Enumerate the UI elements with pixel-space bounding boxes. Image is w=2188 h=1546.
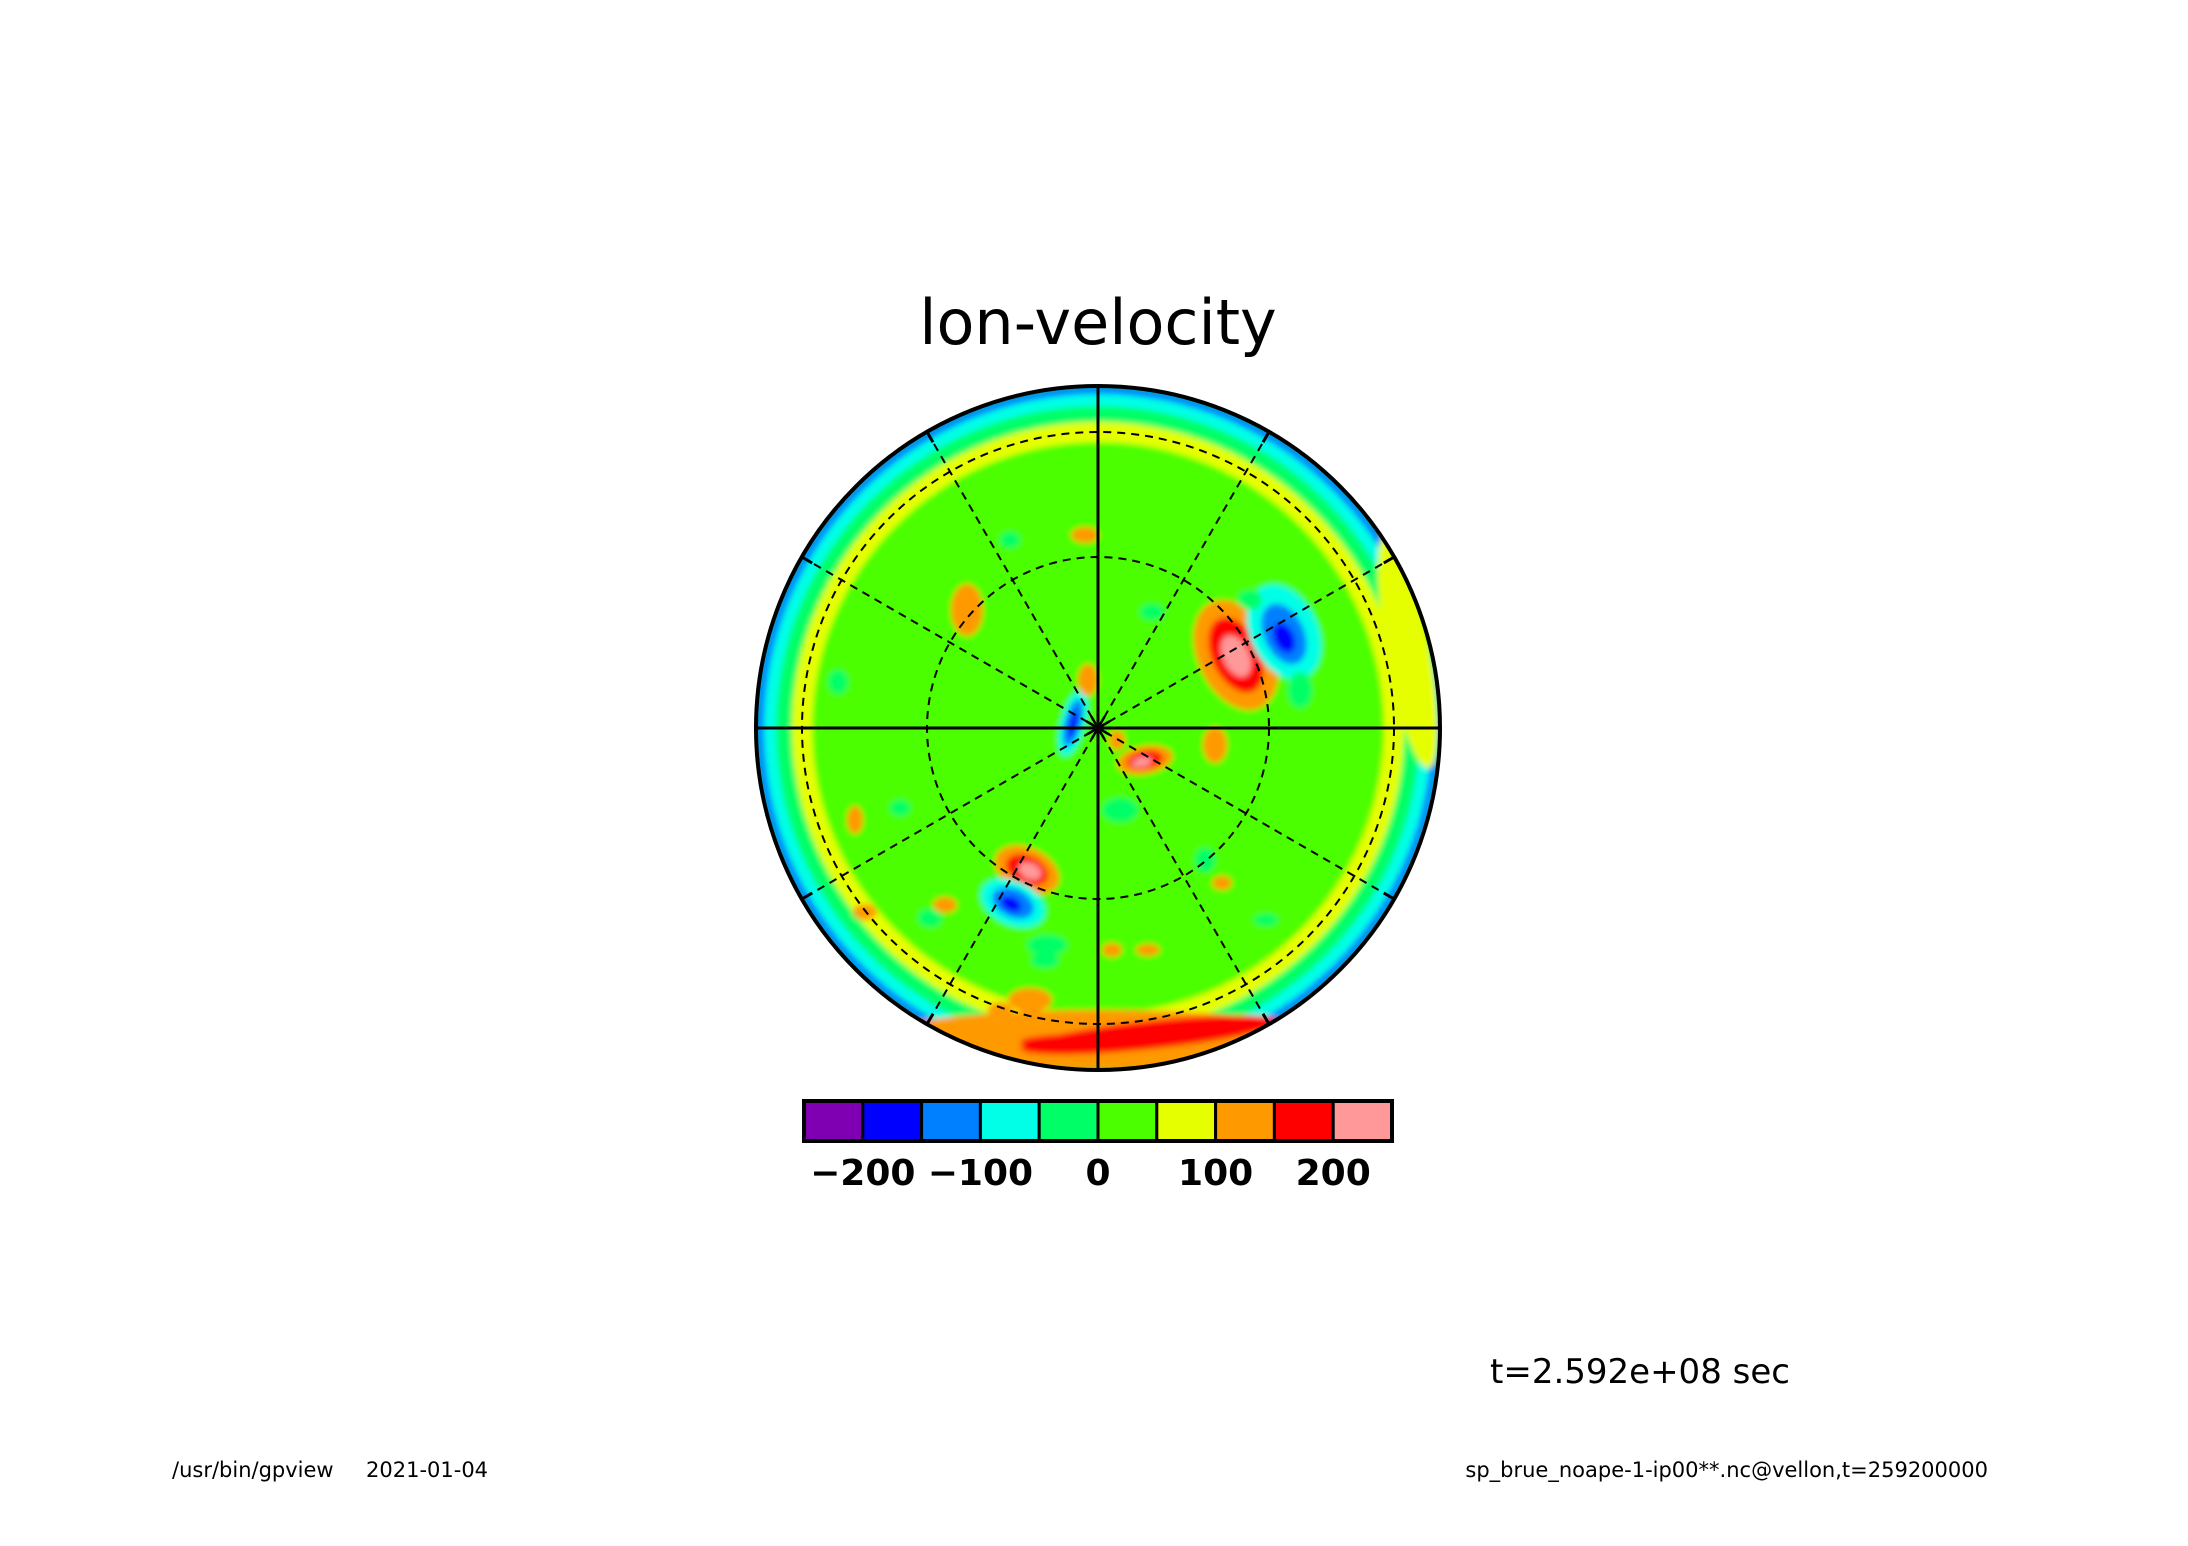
boundary-tick — [801, 891, 813, 901]
field-patch — [890, 800, 910, 816]
field-patch — [918, 909, 942, 927]
pole-marker — [1085, 715, 1111, 741]
pole-star-ray — [1086, 720, 1110, 736]
colorbar-box — [802, 1099, 865, 1143]
boundary-tick — [1383, 555, 1395, 565]
colorbar-frame — [802, 1099, 1394, 1143]
field-patch — [1031, 952, 1059, 968]
colorbar-box — [1331, 1099, 1394, 1143]
field-patch — [1272, 622, 1296, 654]
boundary-tick — [1261, 431, 1271, 443]
boundary-tick — [1383, 891, 1395, 901]
field-patch — [1078, 664, 1098, 696]
field-patch — [847, 806, 863, 834]
colorbar-tick-label: 0 — [1085, 1153, 1110, 1194]
colorbar-tick-label: −100 — [928, 1153, 1033, 1194]
boundary-tick — [925, 431, 935, 443]
field-patch — [933, 897, 957, 913]
colorbar-box — [920, 1099, 982, 1143]
colorbar: −200 −100 0 100 200 — [802, 1099, 1394, 1194]
colorbar-box — [1214, 1099, 1276, 1143]
boundary-tick — [1261, 1013, 1271, 1025]
field-patch — [1195, 848, 1215, 872]
boundary-tick — [925, 1013, 935, 1025]
field-patch — [1071, 527, 1099, 543]
field-patch — [1102, 798, 1138, 822]
colorbar-tick-label: 200 — [1296, 1153, 1371, 1194]
colorbar-box — [1272, 1099, 1335, 1143]
time-label: t=2.592e+08 sec — [1490, 1352, 1790, 1392]
colorbar-tick-label: 100 — [1178, 1153, 1253, 1194]
source-file: sp_brue_noape-1-ip00**.nc@vellon,t=25920… — [1465, 1458, 1988, 1483]
field-patch — [1238, 590, 1262, 610]
field-patch — [1018, 862, 1042, 880]
field-patch — [951, 584, 983, 636]
field-patch — [1020, 1034, 1140, 1050]
field-patch — [828, 670, 848, 694]
field-patch — [875, 645, 925, 755]
colorbar-box — [861, 1099, 924, 1143]
program-path: /usr/bin/gpview — [172, 1458, 334, 1482]
field-patch — [1288, 672, 1312, 708]
field-patch — [1027, 935, 1067, 955]
colorbar-box — [978, 1099, 1041, 1143]
field-patch — [1000, 532, 1020, 548]
colorbar-box — [1096, 1099, 1159, 1143]
boundary-tick — [801, 555, 813, 565]
field-patch — [1140, 604, 1164, 620]
plot-date: 2021-01-04 — [366, 1458, 488, 1482]
field-patch — [1008, 988, 1052, 1012]
colorbar-box — [1037, 1099, 1100, 1143]
field-patch — [1102, 943, 1122, 957]
field-patch — [1200, 750, 1280, 810]
polar-map — [754, 384, 1442, 1072]
field-patch — [1377, 531, 1439, 769]
field-patch — [1212, 876, 1232, 890]
field-patch — [988, 1002, 1012, 1018]
field-patch — [1000, 896, 1022, 912]
field-patch — [1220, 635, 1252, 677]
colorbar-tick-label: −200 — [810, 1153, 915, 1194]
chart-title: lon-velocity — [919, 286, 1276, 359]
field-patch — [1136, 944, 1160, 956]
field-patch — [1254, 914, 1278, 926]
field-patch — [1132, 756, 1152, 768]
field-patch — [1203, 727, 1227, 763]
field-patch — [1067, 710, 1079, 738]
colorbar-box — [1155, 1099, 1218, 1143]
